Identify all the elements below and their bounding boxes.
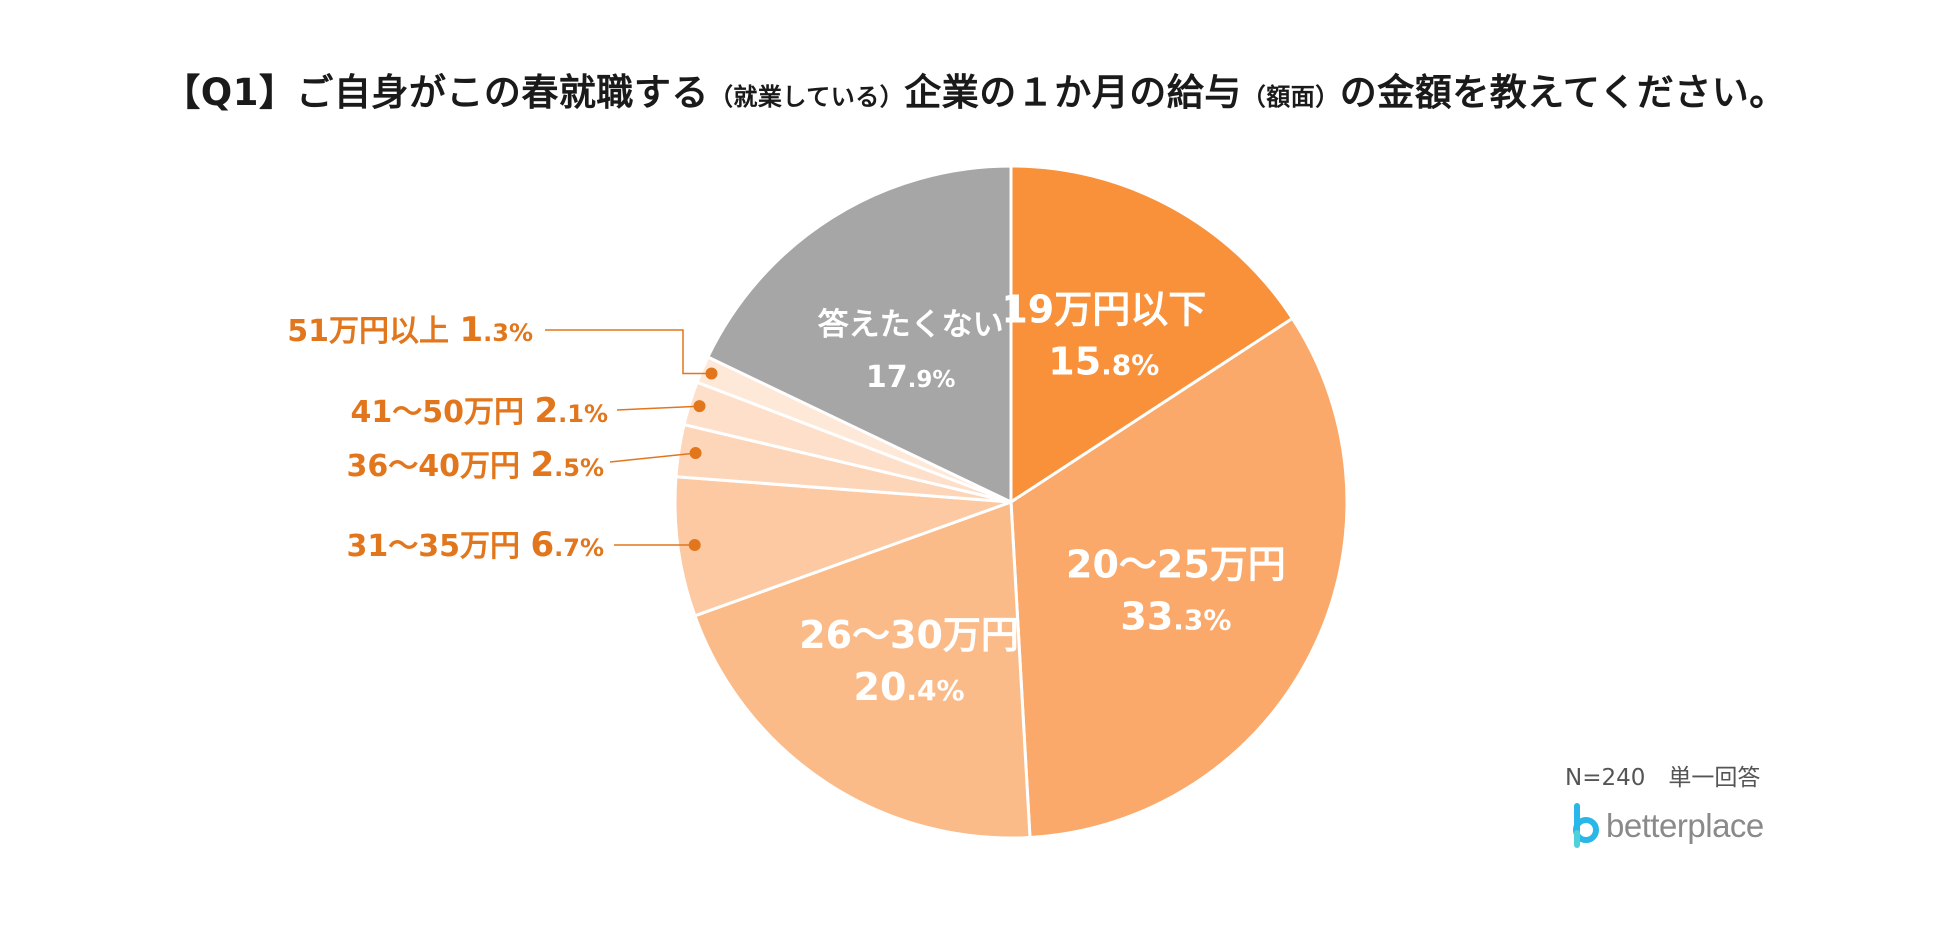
slice-label: 答えたくない 17.9% <box>818 307 1004 395</box>
sample-note: N=240 単一回答 <box>1565 765 1761 791</box>
brand-logo: betterplace <box>1568 803 1764 849</box>
callout-label: 31～35万円 6.7% <box>347 525 605 565</box>
title-paren-1: （就業している） <box>708 83 905 111</box>
slice-label: 19万円以下 15.8% <box>1001 288 1206 384</box>
slice-category-label: 20～25万円 <box>1066 542 1286 586</box>
chart-title: 【Q1】ご自身がこの春就職する（就業している）企業の１か月の給与（額面）の金額を… <box>0 62 1950 116</box>
callout-label: 41～50万円 2.1% <box>351 391 609 431</box>
pie-slice <box>705 164 1013 505</box>
callout-label: 51万円以上 1.3% <box>287 310 533 350</box>
slice-value-label: 33.3% <box>1120 594 1231 638</box>
slice-category-label: 26～30万円 <box>799 613 1019 657</box>
pie-labels: 19万円以下 15.8% 20～25万円 33.3% 26～30万円 20.4% 31～35… <box>287 288 1286 709</box>
callout-leader-line <box>616 405 700 411</box>
slice-value-label: 20.4% <box>854 665 965 709</box>
slice-label: 26～30万円 20.4% <box>799 613 1019 709</box>
title-suffix: の金額を教えてください。 <box>1339 71 1787 114</box>
pie-slices <box>673 164 1349 840</box>
slice-category-label: 19万円以下 <box>1001 288 1206 332</box>
slice-value-label: 15.8% <box>1048 340 1159 384</box>
callout-dot <box>688 538 701 551</box>
callout-dot <box>705 367 718 380</box>
pie-callouts <box>545 329 718 551</box>
logo-text: betterplace <box>1606 807 1764 844</box>
pie-slice <box>1009 164 1295 505</box>
title-prefix: 【Q1】ご自身がこの春就職する <box>163 71 709 114</box>
slice-label: 20～25万円 33.3% <box>1066 542 1286 638</box>
callout-dot <box>689 447 702 460</box>
slice-value-label: 17.9% <box>866 360 956 395</box>
betterplace-logo-icon <box>1573 803 1599 848</box>
title-paren-2: （額面） <box>1241 83 1340 111</box>
title-middle: 企業の１か月の給与 <box>904 71 1242 114</box>
slice-category-label: 答えたくない <box>818 307 1004 343</box>
callout-label: 36～40万円 2.5% <box>347 445 605 485</box>
pie-slice <box>673 475 1012 618</box>
callout-leader-line <box>609 452 696 463</box>
pie-slice <box>1009 316 1349 840</box>
callout-leader-line <box>545 329 712 375</box>
callout-dot <box>693 400 706 413</box>
